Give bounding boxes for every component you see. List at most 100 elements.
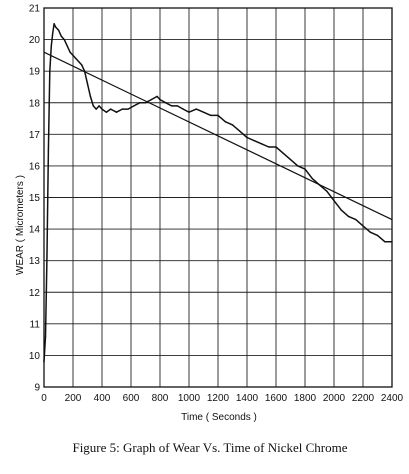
tick-labels: 9 10 11 12 13 14 15 16 17 18 19 20 21 0 200 400 600 800 10… xyxy=(29,4,404,405)
wear-data-point xyxy=(86,83,89,85)
wear-data-point xyxy=(333,199,335,202)
wear-data-point xyxy=(75,57,77,60)
wear-data-point xyxy=(195,108,197,110)
y-tick-label: 19 xyxy=(29,67,41,78)
wear-data-point xyxy=(52,32,54,34)
y-tick-label: 11 xyxy=(30,319,41,330)
plot-frame xyxy=(43,7,393,388)
wear-data-point xyxy=(376,234,379,237)
wear-data-point xyxy=(127,108,129,110)
wear-data-point xyxy=(144,102,147,104)
y-tick-label: 9 xyxy=(34,383,40,394)
y-tick-label: 12 xyxy=(29,288,41,299)
wear-data-point xyxy=(92,105,95,107)
x-tick-label: 200 xyxy=(65,393,82,404)
x-tick-label: 1800 xyxy=(294,393,317,404)
wear-data-point xyxy=(159,98,161,101)
wear-data-point xyxy=(72,54,74,57)
wear-data-point xyxy=(253,139,255,142)
wear-data-point xyxy=(54,26,57,28)
x-tick-label: 1600 xyxy=(265,393,288,404)
wear-data-point xyxy=(156,95,158,98)
wear-data-point xyxy=(115,111,118,113)
grid xyxy=(43,7,393,388)
wear-data-point xyxy=(268,146,270,148)
wear-data-point xyxy=(139,102,141,104)
wear-data-point xyxy=(231,124,234,126)
wear-data-point xyxy=(63,38,65,41)
wear-data-point xyxy=(311,177,313,180)
wear-data-point xyxy=(176,105,179,107)
wear-data-point xyxy=(297,165,299,167)
wear-data-point xyxy=(282,152,284,154)
wear-data-point xyxy=(170,105,173,107)
wear-data-point xyxy=(165,102,167,104)
wear-data-point xyxy=(369,231,371,233)
y-tick-label: 18 xyxy=(29,98,41,109)
wear-data-point xyxy=(133,105,135,107)
wear-data-point xyxy=(275,146,277,148)
wear-data-point xyxy=(46,259,48,262)
x-tick-label: 800 xyxy=(152,393,169,404)
x-tick-label: 1200 xyxy=(207,393,230,404)
wear-data-point xyxy=(66,45,68,47)
wear-data-point xyxy=(224,121,226,123)
x-tick-label: 1400 xyxy=(236,393,259,404)
y-tick-label: 20 xyxy=(29,35,41,46)
wear-data-point xyxy=(355,218,357,221)
y-tick-label: 10 xyxy=(29,351,41,362)
x-tick-label: 2000 xyxy=(323,393,346,404)
y-tick-label: 17 xyxy=(29,130,41,141)
y-tick-label: 16 xyxy=(29,161,41,172)
wear-data-point xyxy=(182,108,184,110)
wear-data-point xyxy=(57,29,60,31)
wear-data-point xyxy=(95,108,97,110)
axes xyxy=(43,7,393,388)
wear-data-point xyxy=(78,60,80,63)
wear-data-point xyxy=(49,70,51,72)
wear-data-point xyxy=(105,111,108,113)
wear-data-point xyxy=(110,108,112,110)
y-axis-label: WEAR ( Micrometers ) xyxy=(15,175,26,275)
y-tick-label: 15 xyxy=(29,193,41,204)
wear-data-point xyxy=(98,105,100,107)
y-tick-label: 21 xyxy=(29,4,41,15)
wear-data-point xyxy=(340,209,342,211)
wear-data-point xyxy=(210,114,212,117)
wear-data-point xyxy=(50,45,52,47)
wear-data-point xyxy=(60,35,63,38)
fit-line xyxy=(43,51,393,221)
x-tick-label: 2200 xyxy=(352,393,375,404)
wear-data-point xyxy=(289,158,292,161)
wear-data-point xyxy=(150,98,152,101)
y-tick-label: 13 xyxy=(29,256,41,267)
y-tick-label: 14 xyxy=(29,225,41,236)
wear-data-point xyxy=(246,136,248,139)
figure-caption: Figure 5: Graph of Wear Vs. Time of Nick… xyxy=(72,440,347,455)
x-tick-label: 600 xyxy=(123,393,140,404)
wear-data-point xyxy=(326,190,328,192)
wear-data-point xyxy=(53,23,55,25)
x-tick-label: 0 xyxy=(41,393,47,404)
wear-data-point xyxy=(101,108,103,110)
wear-data-point xyxy=(304,168,306,170)
wear-data-point xyxy=(217,114,219,117)
x-axis-label: Time ( Seconds ) xyxy=(181,412,257,423)
wear-data-point xyxy=(239,130,241,132)
wear-data-point xyxy=(347,215,350,218)
wear-data-point xyxy=(188,111,190,113)
wear-data-point xyxy=(69,51,71,53)
wear-data-point xyxy=(362,225,364,227)
wear-data-point xyxy=(260,143,263,145)
x-tick-label: 400 xyxy=(94,393,111,404)
x-tick-label: 2400 xyxy=(381,393,404,404)
wear-data-point xyxy=(81,64,83,66)
wear-data-point xyxy=(47,149,50,151)
wear-data-point xyxy=(384,241,386,243)
wear-data-point xyxy=(44,335,47,338)
wear-data-point xyxy=(121,108,124,110)
wear-data-point xyxy=(89,95,92,98)
wear-data-point xyxy=(202,111,205,113)
series-layer xyxy=(43,23,393,363)
